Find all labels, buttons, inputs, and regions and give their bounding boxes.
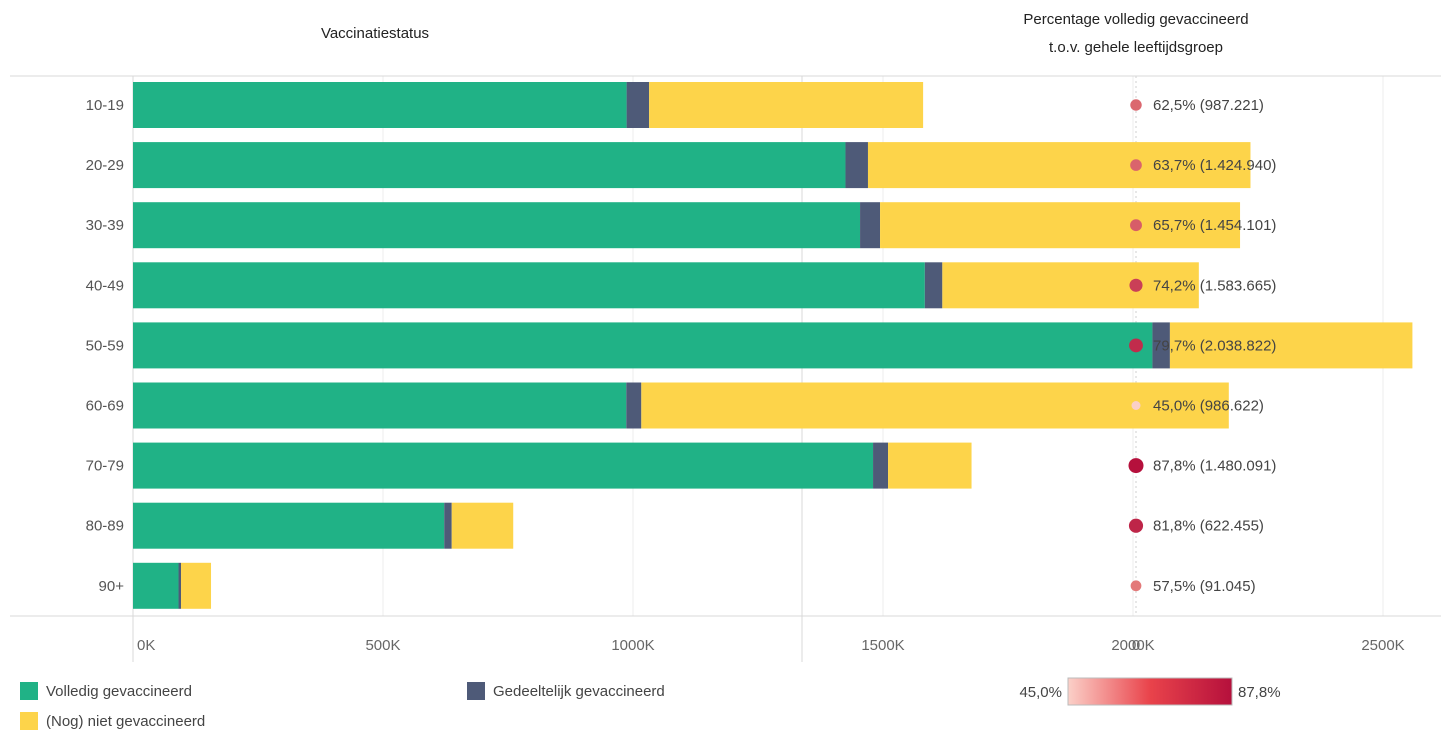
bar-segment-niet <box>867 142 1251 189</box>
category-label: 70-79 <box>86 458 124 475</box>
legend-label: Volledig gevaccineerd <box>46 683 192 700</box>
percentage-dot <box>1128 458 1144 474</box>
bar-segment-gedeeltelijk <box>1152 322 1170 369</box>
bar-segment-volledig <box>133 382 627 429</box>
percentage-dot <box>1130 580 1142 592</box>
percentage-dot <box>1130 99 1142 111</box>
legend-swatch <box>467 682 485 700</box>
bar-segment-gedeeltelijk <box>924 262 943 309</box>
dot-chart-title-line-2: t.o.v. gehele leeftijdsgroep <box>1049 39 1223 56</box>
x-tick-label: 1500K <box>861 637 904 654</box>
dot-x-tick-label: 0 <box>1132 637 1140 654</box>
color-scale-legend: 45,0% 87,8% <box>1019 677 1281 706</box>
bar-segment-niet <box>880 202 1241 249</box>
bar-segment-volledig <box>133 82 627 128</box>
bar-segment-volledig <box>133 262 925 309</box>
color-scale-min-label: 45,0% <box>1019 684 1062 701</box>
dot-chart-title-line-1: Percentage volledig gevaccineerd <box>1023 11 1248 28</box>
x-tick-label: 2500K <box>1361 637 1404 654</box>
bar-segment-gedeeltelijk <box>178 562 182 609</box>
bar-segment-niet <box>641 382 1229 429</box>
bar-segment-volledig <box>133 202 861 249</box>
percentage-dots: 62,5% (987.221) 63,7% (1.424.940) 65,7% (1… <box>1128 97 1276 595</box>
x-tick-label: 0K <box>137 637 155 654</box>
bar-segment-niet <box>451 502 514 549</box>
bar-segment-niet <box>942 262 1199 309</box>
legend-label: (Nog) niet gevaccineerd <box>46 713 205 730</box>
bar-segment-volledig <box>133 502 445 549</box>
x-axis-ticks: 0K 500K 1000K 1500K 2000K 2500K 0 <box>137 637 1405 654</box>
color-scale-bar <box>1067 677 1233 706</box>
category-label: 90+ <box>99 578 125 595</box>
bar-segment-gedeeltelijk <box>444 502 452 549</box>
category-labels: 10-19 20-29 30-39 40-49 50-59 60-69 70-79 80-89… <box>86 97 125 595</box>
category-label: 50-59 <box>86 337 124 354</box>
legend-label: Gedeeltelijk gevaccineerd <box>493 683 665 700</box>
legend: Volledig gevaccineerd Gedeeltelijk gevacc… <box>20 682 665 730</box>
percentage-label: 63,7% (1.424.940) <box>1153 157 1276 174</box>
category-label: 10-19 <box>86 97 124 114</box>
category-label: 20-29 <box>86 157 124 174</box>
bar-segment-gedeeltelijk <box>873 442 889 489</box>
color-scale-max-label: 87,8% <box>1238 684 1281 701</box>
percentage-dot <box>1128 518 1144 533</box>
percentage-label: 87,8% (1.480.091) <box>1153 458 1276 475</box>
bar-segment-niet <box>1169 322 1413 369</box>
bar-segment-niet <box>649 82 924 128</box>
bar-segment-niet <box>888 442 972 489</box>
bar-segment-gedeeltelijk <box>860 202 881 249</box>
percentage-label: 65,7% (1.454.101) <box>1153 217 1276 234</box>
percentage-label: 79,7% (2.038.822) <box>1153 337 1276 354</box>
legend-swatch <box>20 682 38 700</box>
category-label: 60-69 <box>86 398 124 415</box>
bar-segment-volledig <box>133 562 179 609</box>
x-tick-label: 500K <box>365 637 400 654</box>
percentage-dot <box>1129 338 1143 353</box>
bar-segment-volledig <box>133 142 846 189</box>
percentage-label: 45,0% (986.622) <box>1153 398 1264 415</box>
bar-segment-volledig <box>133 442 874 489</box>
stacked-bars <box>133 82 1413 609</box>
percentage-dot <box>1131 401 1141 410</box>
percentage-label: 57,5% (91.045) <box>1153 578 1256 595</box>
bar-segment-volledig <box>133 322 1153 369</box>
category-label: 30-39 <box>86 217 124 234</box>
bar-segment-niet <box>181 562 212 609</box>
percentage-dot <box>1129 278 1143 292</box>
x-tick-label: 2000K <box>1111 637 1154 654</box>
percentage-label: 62,5% (987.221) <box>1153 97 1264 114</box>
percentage-label: 81,8% (622.455) <box>1153 518 1264 535</box>
bar-segment-gedeeltelijk <box>845 142 868 189</box>
x-tick-label: 1000K <box>611 637 654 654</box>
percentage-label: 74,2% (1.583.665) <box>1153 277 1276 294</box>
bar-segment-gedeeltelijk <box>626 82 650 128</box>
bar-chart-title: Vaccinatiestatus <box>321 25 429 42</box>
percentage-dot <box>1130 219 1142 232</box>
category-label: 40-49 <box>86 277 124 294</box>
bar-segment-gedeeltelijk <box>626 382 642 429</box>
legend-swatch <box>20 712 38 730</box>
percentage-dot <box>1130 159 1142 171</box>
category-label: 80-89 <box>86 518 124 535</box>
